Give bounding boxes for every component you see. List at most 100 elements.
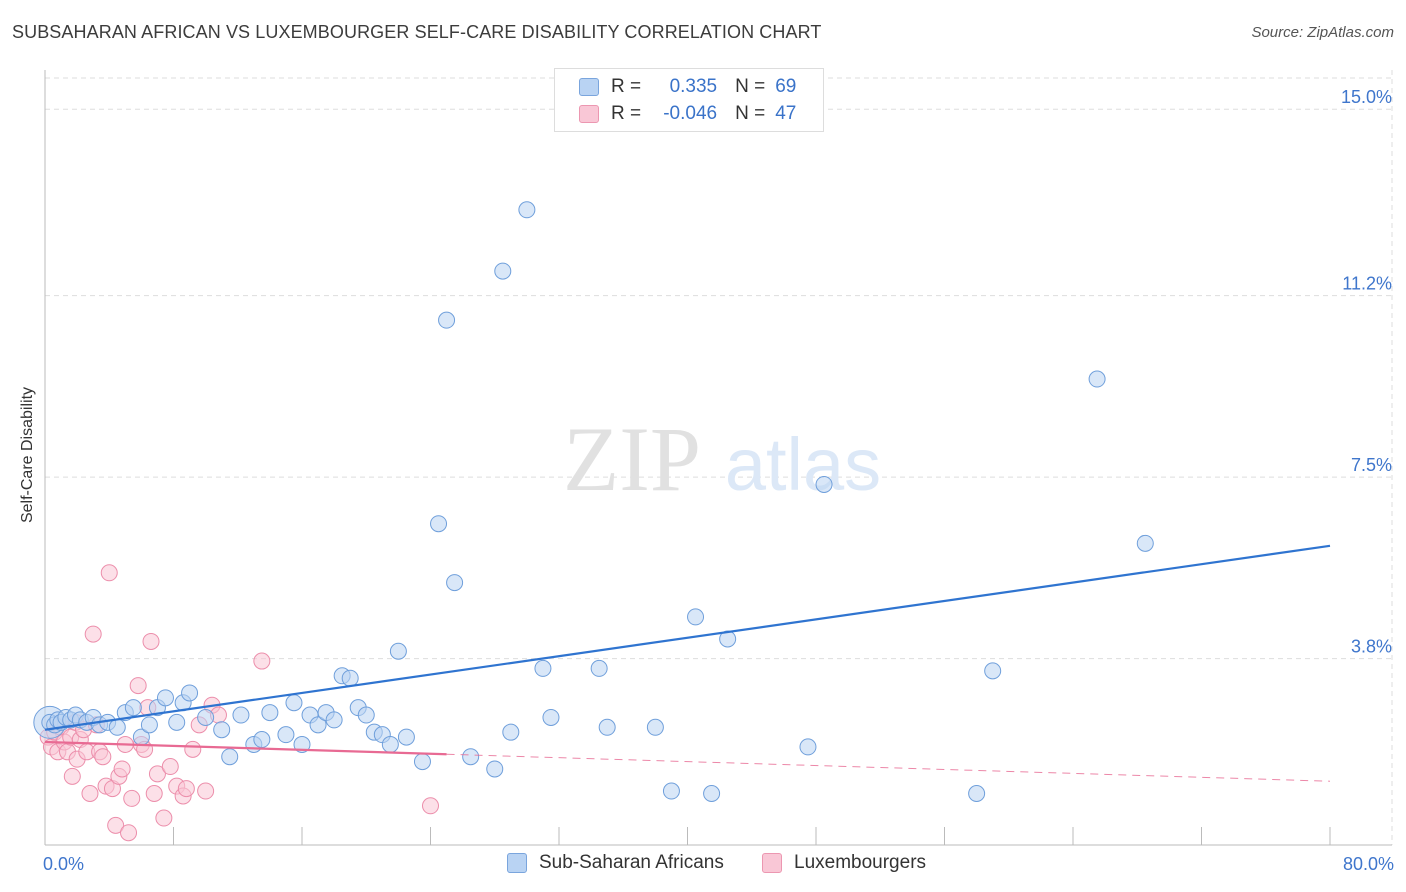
luxembourger-point xyxy=(81,784,99,802)
luxembourger-point xyxy=(113,760,131,778)
luxembourger-point xyxy=(100,564,118,582)
luxembourger-point xyxy=(422,797,439,815)
sub-saharan-point xyxy=(687,608,705,626)
legend-r-value: -0.046 xyxy=(663,103,718,124)
sub-saharan-point xyxy=(984,662,1002,680)
x-tick-label: 0.0% xyxy=(43,854,84,874)
sub-saharan-point xyxy=(197,708,215,726)
luxembourger-trend-extension xyxy=(446,753,1331,782)
y-tick-label: 11.2% xyxy=(1342,274,1392,294)
correlation-legend: R = 0.335 N = 69 R = -0.046 N = 47 xyxy=(554,68,824,132)
sub-saharan-point xyxy=(325,711,343,729)
sub-saharan-point xyxy=(703,784,721,802)
sub-saharan-point xyxy=(232,706,250,724)
y-tick-label: 7.5% xyxy=(1351,455,1392,475)
legend-n-label: N = xyxy=(735,76,766,97)
sub-saharan-point xyxy=(168,713,186,731)
legend-swatch-blue xyxy=(579,78,599,96)
legend-n-value: 69 xyxy=(775,76,797,97)
sub-saharan-trend-line xyxy=(44,544,1331,731)
legend-r-label: R = xyxy=(611,103,642,124)
sub-saharan-point xyxy=(446,574,464,592)
sub-saharan-points xyxy=(33,201,1154,802)
sub-saharan-point xyxy=(815,475,833,493)
luxembourger-point xyxy=(123,789,141,807)
source-label: Source: ZipAtlas.com xyxy=(1251,24,1394,41)
sub-saharan-point xyxy=(534,659,552,677)
sub-saharan-point xyxy=(293,735,311,753)
luxembourger-point xyxy=(129,677,147,695)
legend-swatch-pink xyxy=(579,105,599,123)
luxembourger-point xyxy=(63,767,81,785)
series-legend-item-sub-saharan[interactable]: Sub-Saharan Africans xyxy=(507,852,724,874)
sub-saharan-point xyxy=(381,735,399,753)
gridlines xyxy=(45,70,1393,845)
sub-saharan-point xyxy=(486,760,504,778)
legend-n-value: 47 xyxy=(775,103,797,124)
sub-saharan-point xyxy=(799,738,817,756)
sub-saharan-point xyxy=(124,699,142,717)
sub-saharan-point xyxy=(397,728,415,746)
sub-saharan-point xyxy=(285,694,303,712)
y-tick-label: 15.0% xyxy=(1341,87,1392,107)
sub-saharan-point xyxy=(438,311,456,329)
watermark-atlas: atlas xyxy=(725,423,881,506)
y-tick-label: 3.8% xyxy=(1351,637,1392,657)
series-legend-label: Sub-Saharan Africans xyxy=(539,852,724,873)
luxembourger-point xyxy=(148,765,166,783)
luxembourger-point xyxy=(177,780,195,798)
luxembourger-trend-line xyxy=(44,740,447,756)
sub-saharan-point xyxy=(646,718,664,736)
sub-saharan-point xyxy=(156,689,174,707)
x-tick-label: 80.0% xyxy=(1343,854,1394,874)
sub-saharan-point xyxy=(213,721,231,739)
luxembourger-point xyxy=(107,816,125,834)
series-legend: Sub-Saharan Africans Luxembourgers xyxy=(0,852,1406,876)
chart-title: SUBSAHARAN AFRICAN VS LUXEMBOURGER SELF-… xyxy=(12,22,822,42)
luxembourger-point xyxy=(120,824,138,842)
sub-saharan-point xyxy=(341,669,359,687)
luxembourger-point xyxy=(253,652,271,670)
sub-saharan-point xyxy=(108,718,126,736)
axes xyxy=(44,70,1392,846)
sub-saharan-point xyxy=(502,723,520,741)
sub-saharan-point xyxy=(253,731,271,749)
legend-n-label: N = xyxy=(735,103,766,124)
sub-saharan-point xyxy=(140,716,158,734)
sub-saharan-point xyxy=(277,726,295,744)
series-legend-label: Luxembourgers xyxy=(794,852,927,873)
luxembourger-point xyxy=(197,782,215,800)
sub-saharan-point xyxy=(598,718,616,736)
sub-saharan-point xyxy=(1088,370,1106,388)
sub-saharan-point xyxy=(309,716,327,734)
sub-saharan-point xyxy=(430,515,448,533)
sub-saharan-point xyxy=(357,706,375,724)
sub-saharan-point xyxy=(413,753,431,771)
trend-lines xyxy=(44,544,1331,782)
sub-saharan-point xyxy=(261,704,279,722)
sub-saharan-point xyxy=(221,748,239,766)
series-legend-item-luxembourger[interactable]: Luxembourgers xyxy=(762,852,926,874)
watermark: ZIP atlas xyxy=(563,408,881,510)
sub-saharan-point xyxy=(494,262,512,280)
sub-saharan-point xyxy=(1136,534,1154,552)
sub-saharan-point xyxy=(518,201,536,219)
luxembourger-point xyxy=(142,632,160,650)
luxembourger-point xyxy=(184,740,202,758)
legend-row-luxembourger: R = -0.046 N = 47 xyxy=(579,102,796,126)
series-swatch-pink xyxy=(762,853,782,873)
sub-saharan-point xyxy=(462,748,480,766)
sub-saharan-point xyxy=(662,782,680,800)
sub-saharan-point xyxy=(968,784,986,802)
luxembourger-point xyxy=(155,809,173,827)
luxembourger-point xyxy=(145,784,163,802)
luxembourger-point xyxy=(84,625,102,643)
legend-r-label: R = xyxy=(611,76,642,97)
sub-saharan-point xyxy=(542,708,560,726)
series-swatch-blue xyxy=(507,853,527,873)
watermark-zip: ZIP xyxy=(563,408,701,510)
tick-labels: 3.8% 7.5% 11.2% 15.0% 0.0% 80.0% xyxy=(43,87,1394,874)
legend-r-value: 0.335 xyxy=(669,76,718,97)
luxembourger-point xyxy=(161,758,179,776)
